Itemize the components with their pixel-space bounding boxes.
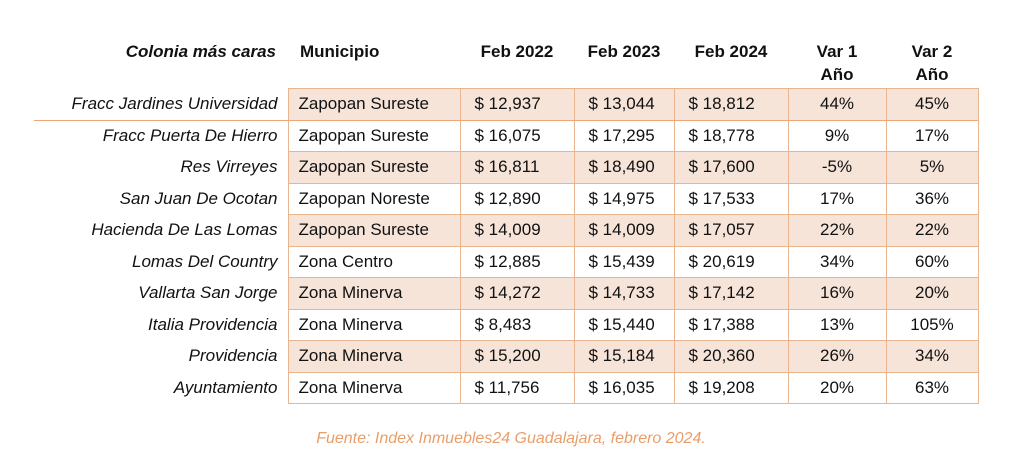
header-feb-2022: Feb 2022 xyxy=(480,42,554,61)
var-1-cell: -5% xyxy=(787,151,887,184)
var-1-cell: 13% xyxy=(787,308,887,341)
var-1-cell: 9% xyxy=(787,119,887,152)
feb-2024-cell: $ 17,600 xyxy=(673,151,789,184)
var-1-cell: 20% xyxy=(787,371,887,404)
municipio-cell: Zapopan Sureste xyxy=(287,88,461,121)
feb-2022-cell: $ 12,885 xyxy=(459,245,575,278)
feb-2024-cell: $ 18,778 xyxy=(673,119,789,152)
feb-2023-cell: $ 17,295 xyxy=(573,119,675,152)
price-table: Colonia más caras Municipio Feb 2022 Feb… xyxy=(34,36,979,404)
municipio-cell: Zapopan Sureste xyxy=(287,214,461,247)
var-2-cell: 105% xyxy=(885,308,979,341)
feb-2023-cell: $ 14,975 xyxy=(573,182,675,215)
header-var-1: Var 1 Año xyxy=(788,36,886,89)
colonia-cell: Providencia xyxy=(188,346,278,366)
municipio-cell: Zapopan Sureste xyxy=(287,119,461,152)
var-1-cell: 16% xyxy=(787,277,887,310)
feb-2024-cell: $ 17,388 xyxy=(673,308,789,341)
colonia-cell: Fracc Jardines Universidad xyxy=(71,94,278,114)
feb-2022-cell: $ 8,483 xyxy=(459,308,575,341)
feb-2023-cell: $ 14,009 xyxy=(573,214,675,247)
feb-2023-cell: $ 14,733 xyxy=(573,277,675,310)
header-var-2: Var 2 Año xyxy=(886,36,978,89)
var-2-cell: 34% xyxy=(885,340,979,373)
colonia-cell: Vallarta San Jorge xyxy=(138,283,278,303)
table-body: Fracc Jardines Universidad Zapopan Sures… xyxy=(34,88,979,404)
header-feb-2023: Feb 2023 xyxy=(587,42,661,61)
table-row: Providencia Zona Minerva $ 15,200 $ 15,1… xyxy=(34,340,979,373)
header-var-2-line2: Año xyxy=(915,65,949,84)
feb-2022-cell: $ 11,756 xyxy=(459,371,575,404)
colonia-cell: Lomas Del Country xyxy=(131,251,278,271)
feb-2022-cell: $ 12,890 xyxy=(459,182,575,215)
table-row: Lomas Del Country Zona Centro $ 12,885 $… xyxy=(34,245,979,278)
table-row: Vallarta San Jorge Zona Minerva $ 14,272… xyxy=(34,277,979,310)
feb-2022-cell: $ 15,200 xyxy=(459,340,575,373)
municipio-cell: Zona Minerva xyxy=(287,340,461,373)
feb-2022-cell: $ 14,272 xyxy=(459,277,575,310)
price-table-container: Colonia más caras Municipio Feb 2022 Feb… xyxy=(34,36,979,404)
feb-2024-cell: $ 20,619 xyxy=(673,245,789,278)
header-var-2-line1: Var 2 xyxy=(911,42,953,61)
source-caption: Fuente: Index Inmuebles24 Guadalajara, f… xyxy=(316,430,706,447)
municipio-cell: Zona Minerva xyxy=(287,308,461,341)
feb-2024-cell: $ 19,208 xyxy=(673,371,789,404)
var-2-cell: 5% xyxy=(885,151,979,184)
feb-2023-cell: $ 15,439 xyxy=(573,245,675,278)
table-row: San Juan De Ocotan Zapopan Noreste $ 12,… xyxy=(34,182,979,215)
header-feb-2024: Feb 2024 xyxy=(694,42,768,61)
header-divider xyxy=(34,120,978,121)
table-row: Italia Providencia Zona Minerva $ 8,483 … xyxy=(34,308,979,341)
municipio-cell: Zona Minerva xyxy=(287,371,461,404)
table-row: Fracc Jardines Universidad Zapopan Sures… xyxy=(34,88,979,121)
feb-2024-cell: $ 17,057 xyxy=(673,214,789,247)
var-2-cell: 20% xyxy=(885,277,979,310)
header-var-1-line1: Var 1 xyxy=(816,42,858,61)
feb-2022-cell: $ 16,075 xyxy=(459,119,575,152)
var-2-cell: 60% xyxy=(885,245,979,278)
colonia-cell: San Juan De Ocotan xyxy=(119,188,278,208)
colonia-cell: Ayuntamiento xyxy=(173,377,278,397)
header-var-1-line2: Año xyxy=(820,65,854,84)
colonia-cell: Hacienda De Las Lomas xyxy=(91,220,278,240)
var-2-cell: 36% xyxy=(885,182,979,215)
header-row: Colonia más caras Municipio Feb 2022 Feb… xyxy=(34,36,978,89)
municipio-cell: Zapopan Noreste xyxy=(287,182,461,215)
feb-2023-cell: $ 13,044 xyxy=(573,88,675,121)
var-1-cell: 34% xyxy=(787,245,887,278)
feb-2022-cell: $ 12,937 xyxy=(459,88,575,121)
feb-2024-cell: $ 20,360 xyxy=(673,340,789,373)
colonia-cell: Italia Providencia xyxy=(148,314,278,334)
table-row: Res Virreyes Zapopan Sureste $ 16,811 $ … xyxy=(34,151,979,184)
table-row: Fracc Puerta De Hierro Zapopan Sureste $… xyxy=(34,119,979,152)
header-colonia: Colonia más caras xyxy=(125,42,276,61)
table-header: Colonia más caras Municipio Feb 2022 Feb… xyxy=(34,36,978,89)
municipio-cell: Zona Centro xyxy=(287,245,461,278)
header-municipio: Municipio xyxy=(300,42,380,61)
feb-2023-cell: $ 16,035 xyxy=(573,371,675,404)
municipio-cell: Zapopan Sureste xyxy=(287,151,461,184)
feb-2022-cell: $ 16,811 xyxy=(459,151,575,184)
var-1-cell: 44% xyxy=(787,88,887,121)
var-1-cell: 26% xyxy=(787,340,887,373)
var-1-cell: 22% xyxy=(787,214,887,247)
colonia-cell: Fracc Puerta De Hierro xyxy=(102,125,278,145)
feb-2024-cell: $ 18,812 xyxy=(673,88,789,121)
var-2-cell: 45% xyxy=(885,88,979,121)
feb-2023-cell: $ 15,184 xyxy=(573,340,675,373)
var-2-cell: 63% xyxy=(885,371,979,404)
var-2-cell: 17% xyxy=(885,119,979,152)
table-row: Hacienda De Las Lomas Zapopan Sureste $ … xyxy=(34,214,979,247)
colonia-cell: Res Virreyes xyxy=(180,157,278,177)
feb-2024-cell: $ 17,533 xyxy=(673,182,789,215)
feb-2024-cell: $ 17,142 xyxy=(673,277,789,310)
feb-2022-cell: $ 14,009 xyxy=(459,214,575,247)
feb-2023-cell: $ 15,440 xyxy=(573,308,675,341)
table-row: Ayuntamiento Zona Minerva $ 11,756 $ 16,… xyxy=(34,371,979,404)
municipio-cell: Zona Minerva xyxy=(287,277,461,310)
feb-2023-cell: $ 18,490 xyxy=(573,151,675,184)
var-2-cell: 22% xyxy=(885,214,979,247)
var-1-cell: 17% xyxy=(787,182,887,215)
